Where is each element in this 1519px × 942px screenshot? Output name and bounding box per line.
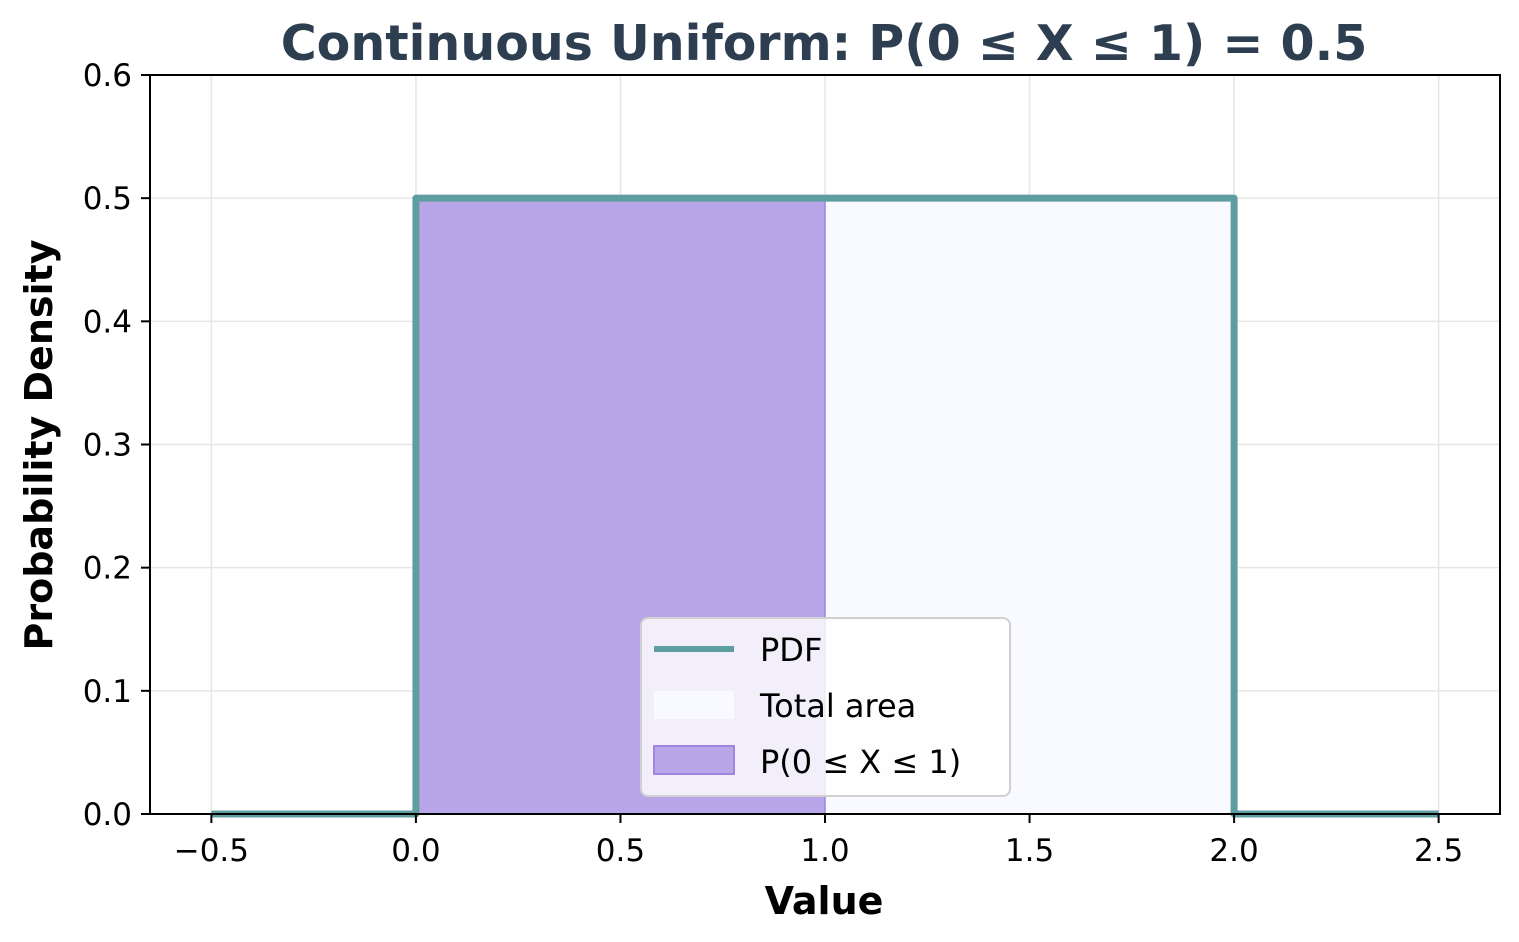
legend-label-total-area: Total area bbox=[759, 687, 916, 725]
chart-title: Continuous Uniform: P(0 ≤ X ≤ 1) = 0.5 bbox=[281, 15, 1368, 72]
y-axis-ticks: 0.0 0.1 0.2 0.3 0.4 0.5 0.6 bbox=[83, 58, 150, 833]
y-tick-label-4: 0.4 bbox=[83, 304, 132, 340]
x-axis-label: Value bbox=[765, 879, 884, 923]
legend-label-pdf: PDF bbox=[760, 631, 822, 669]
x-tick-label-0: −0.5 bbox=[174, 833, 249, 869]
legend-probability-swatch bbox=[653, 745, 735, 775]
y-tick-label-0: 0.0 bbox=[83, 797, 132, 833]
x-axis-ticks: −0.5 0.0 0.5 1.0 1.5 2.0 2.5 bbox=[174, 814, 1463, 869]
x-tick-label-5: 2.0 bbox=[1209, 833, 1258, 869]
y-tick-label-6: 0.6 bbox=[83, 58, 132, 94]
y-tick-label-5: 0.5 bbox=[83, 181, 132, 217]
y-tick-label-3: 0.3 bbox=[83, 428, 132, 464]
x-tick-label-1: 0.0 bbox=[391, 833, 440, 869]
y-axis-label: Probability Density bbox=[17, 239, 61, 650]
legend-total-area-swatch bbox=[654, 691, 734, 719]
legend-label-probability: P(0 ≤ X ≤ 1) bbox=[760, 743, 961, 781]
y-tick-label-2: 0.2 bbox=[83, 551, 132, 587]
x-tick-label-2: 0.5 bbox=[596, 833, 645, 869]
legend: PDF Total area P(0 ≤ X ≤ 1) bbox=[640, 617, 1011, 797]
x-tick-label-6: 2.5 bbox=[1414, 833, 1463, 869]
x-tick-label-4: 1.5 bbox=[1005, 833, 1054, 869]
y-tick-label-1: 0.1 bbox=[83, 674, 132, 710]
x-tick-label-3: 1.0 bbox=[800, 833, 849, 869]
